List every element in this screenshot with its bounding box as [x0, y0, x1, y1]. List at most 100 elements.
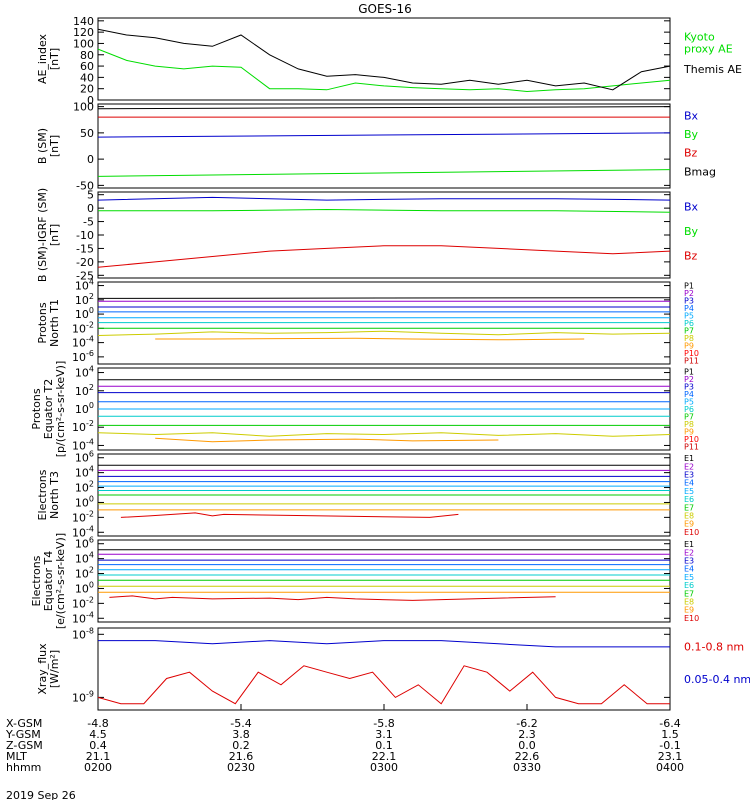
legend-entry: P1: [684, 368, 694, 377]
y-axis-label: North T1: [48, 299, 61, 347]
y-tick-label: 10-8: [72, 626, 94, 641]
series-line: [120, 512, 459, 518]
y-tick-label: 40: [80, 71, 94, 84]
legend-entry: E2: [684, 462, 694, 471]
legend-entry: P8: [684, 420, 694, 429]
legend-entry: E6: [684, 495, 694, 504]
legend-entry: By: [684, 128, 699, 141]
x-tick-label: 1.5: [661, 728, 679, 741]
y-tick-label: 10-2: [72, 419, 94, 434]
y-axis-label: B (SM)-IGRF (SM): [36, 188, 49, 282]
y-axis-label: [nT]: [48, 224, 61, 246]
legend-entry: E9: [684, 606, 694, 615]
x-tick-label: -6.4: [659, 717, 680, 730]
y-tick-label: 50: [80, 127, 94, 140]
legend-entry: By: [684, 225, 699, 238]
series-line: [98, 640, 670, 648]
x-tick-label: -0.1: [659, 739, 680, 752]
y-axis-label: [p/(cm²-s-sr-keV)]: [54, 361, 67, 458]
y-axis-label: North T3: [48, 471, 61, 519]
legend-entry: E9: [684, 520, 694, 529]
series-line: [97, 330, 671, 336]
y-tick-label: 10-4: [72, 610, 94, 625]
y-tick-label: -20: [76, 256, 94, 269]
y-tick-label: 20: [80, 83, 94, 96]
legend-entry: P7: [684, 326, 694, 335]
y-tick-label: 100: [75, 494, 94, 509]
y-axis-label: Equator T2: [42, 379, 55, 439]
legend-entry: proxy AE: [684, 42, 733, 55]
y-tick-label: 102: [75, 566, 94, 581]
legend-entry: E5: [684, 487, 694, 496]
panel-frame: [97, 539, 671, 623]
x-tick-label: 3.1: [375, 728, 393, 741]
y-axis-label: [e/(cm²-s-sr-keV)]: [54, 533, 67, 629]
legend-entry: E6: [684, 581, 694, 590]
y-tick-label: 10-2: [72, 320, 94, 335]
legend-entry: E8: [684, 598, 694, 607]
legend-entry: P5: [684, 312, 694, 321]
y-tick-label: 104: [75, 365, 94, 380]
chart-title: GOES-16: [358, 2, 412, 16]
y-tick-label: -25: [76, 269, 94, 282]
y-axis-label: Protons: [30, 388, 43, 429]
y-tick-label: 10-2: [72, 595, 94, 610]
y-tick-label: 100: [73, 101, 94, 114]
y-tick-label: -50: [76, 179, 94, 192]
x-tick-label: 0300: [370, 761, 398, 774]
legend-entry: P2: [684, 375, 694, 384]
legend-entry: Bz: [684, 249, 698, 262]
legend-entry: E8: [684, 512, 694, 521]
y-tick-label: 0: [87, 153, 94, 166]
y-tick-label: -5: [83, 216, 94, 229]
x-tick-label: 0230: [227, 761, 255, 774]
legend-entry: P4: [684, 390, 694, 399]
legend-entry: P9: [684, 427, 694, 436]
legend-entry: E2: [684, 548, 694, 557]
legend-entry: E1: [684, 454, 694, 463]
legend-entry: E4: [684, 565, 694, 574]
y-axis-label: Equator T4: [42, 551, 55, 611]
y-tick-label: 10-4: [72, 335, 94, 350]
legend-entry: P6: [684, 405, 694, 414]
y-tick-label: 104: [75, 465, 94, 480]
y-tick-label: 100: [75, 306, 94, 321]
y-tick-label: 80: [80, 49, 94, 62]
x-tick-label: 0400: [656, 761, 684, 774]
x-tick-label: 21.1: [86, 750, 111, 763]
series-line: [97, 48, 671, 93]
legend-entry: E10: [684, 614, 699, 623]
legend-entry: P4: [684, 304, 694, 313]
legend-entry: 0.1-0.8 nm: [684, 640, 744, 653]
x-tick-label: 22.1: [372, 750, 397, 763]
x-row-label: Y-GSM: [5, 728, 41, 741]
legend-entry: P10: [684, 435, 699, 444]
y-axis-label: AE_index: [36, 33, 49, 84]
y-tick-label: 60: [80, 60, 94, 73]
y-tick-label: 10-6: [72, 349, 94, 364]
y-axis-label: [nT]: [48, 135, 61, 157]
legend-entry: E3: [684, 557, 694, 566]
y-tick-label: 106: [75, 536, 94, 551]
y-tick-label: 104: [75, 551, 94, 566]
legend-entry: Bmag: [684, 165, 716, 178]
x-tick-label: 3.8: [232, 728, 250, 741]
legend-entry: P3: [684, 383, 694, 392]
legend-entry: P7: [684, 412, 694, 421]
panel-frame: [97, 103, 671, 189]
y-tick-label: 102: [75, 292, 94, 307]
x-row-label: Z-GSM: [6, 739, 43, 752]
series-line: [97, 665, 670, 705]
x-tick-label: 2.3: [518, 728, 536, 741]
y-tick-label: 120: [73, 26, 94, 39]
legend-entry: P10: [684, 349, 699, 358]
panel-2: 100 50 0 -50 B (SM) [nT] Bx By Bz Bmag: [36, 101, 716, 193]
y-tick-label: -15: [76, 242, 94, 255]
y-axis-label: Protons: [36, 302, 49, 343]
x-tick-label: 0.0: [518, 739, 536, 752]
series-line: [97, 196, 671, 201]
